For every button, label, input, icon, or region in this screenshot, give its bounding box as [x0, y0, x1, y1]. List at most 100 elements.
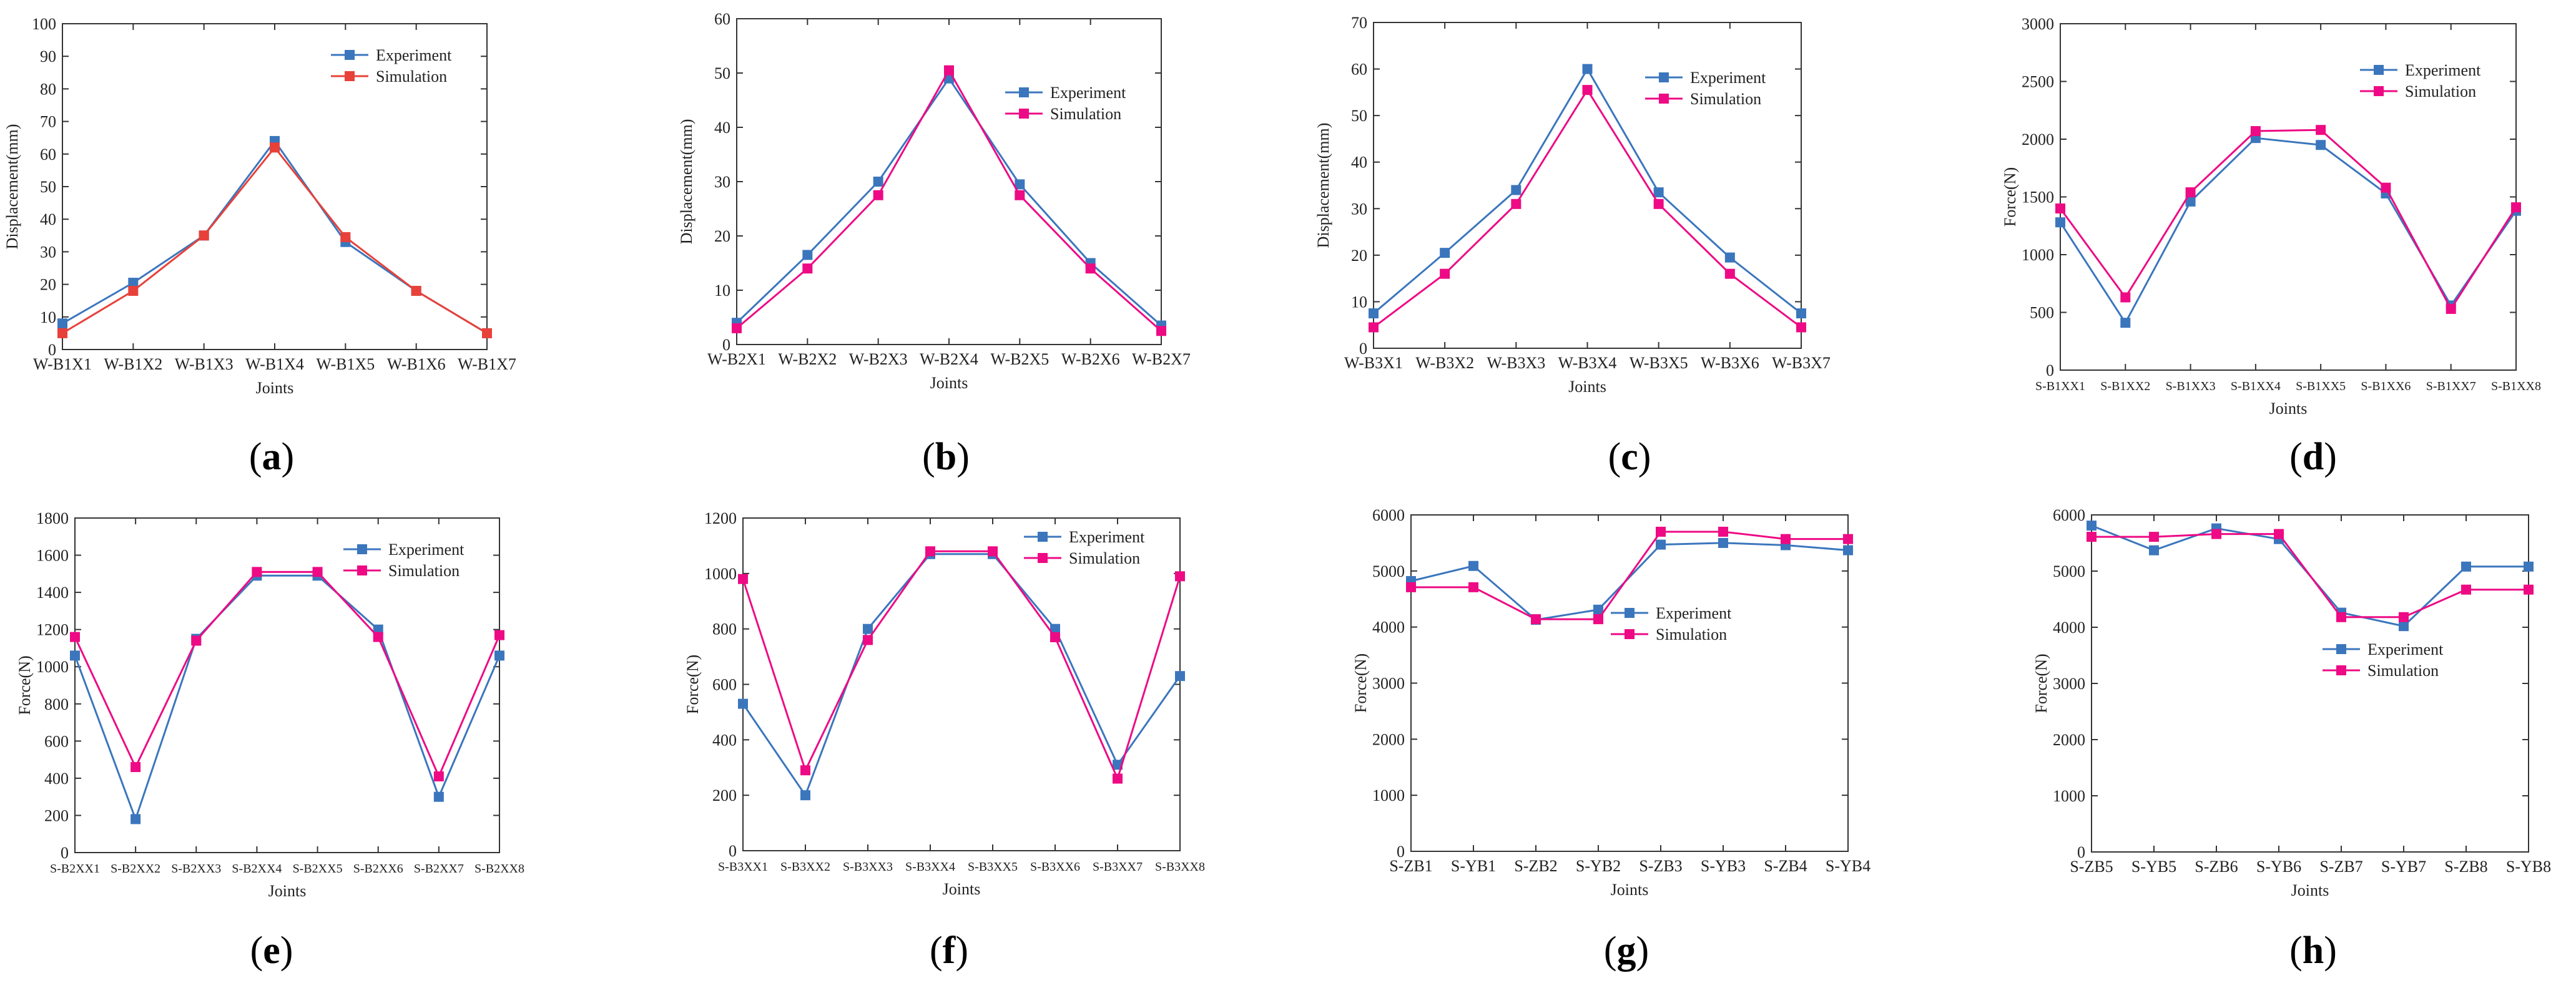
- y-tick-label: 6000: [2053, 506, 2085, 524]
- legend-marker: [2336, 644, 2346, 654]
- x-tick-label: S-B2XX7: [414, 862, 464, 876]
- data-point-experiment: [1593, 604, 1603, 615]
- y-tick-label: 30: [714, 173, 730, 191]
- data-point-experiment: [2524, 561, 2534, 572]
- legend-marker: [1659, 72, 1669, 82]
- x-axis-title: Joints: [2269, 399, 2308, 418]
- y-tick-label: 20: [714, 227, 730, 245]
- x-tick-label: S-B1XX6: [2361, 379, 2411, 393]
- y-tick-label: 40: [714, 119, 730, 137]
- data-point-experiment: [863, 624, 873, 634]
- x-tick-label: W-B1X2: [104, 355, 162, 373]
- x-tick-label: S-B2XX3: [171, 862, 221, 876]
- y-axis-title: Force(N): [2032, 653, 2050, 713]
- data-point-simulation: [1050, 632, 1060, 642]
- data-point-simulation: [1796, 322, 1806, 333]
- data-point-experiment: [128, 277, 139, 288]
- x-tick-label: S-YB6: [2256, 858, 2301, 876]
- y-tick-label: 3000: [2053, 675, 2085, 693]
- y-axis-title: Force(N): [16, 655, 34, 715]
- x-tick-label: S-ZB5: [2070, 858, 2113, 876]
- x-tick-label: W-B3X2: [1415, 354, 1474, 372]
- data-point-experiment: [70, 650, 80, 661]
- data-point-experiment: [2461, 561, 2471, 572]
- x-tick-label: S-YB7: [2381, 858, 2426, 876]
- data-point-simulation: [128, 286, 139, 296]
- data-point-simulation: [2316, 125, 2326, 135]
- data-point-simulation: [70, 632, 80, 642]
- data-point-experiment: [2120, 318, 2131, 328]
- series-line-experiment: [1410, 542, 1849, 621]
- y-tick-label: 100: [32, 15, 56, 33]
- data-point-experiment: [1468, 560, 1478, 571]
- data-point-experiment: [433, 791, 444, 802]
- data-point-experiment: [130, 814, 141, 824]
- data-point-simulation: [1653, 198, 1664, 209]
- data-point-experiment: [57, 318, 67, 329]
- x-tick-label: S-B3XX2: [780, 860, 830, 874]
- data-point-simulation: [2211, 529, 2221, 539]
- data-point-experiment: [873, 177, 883, 187]
- x-tick-label: W-B1X5: [316, 355, 375, 373]
- y-tick-label: 600: [712, 676, 737, 694]
- y-tick-label: 40: [1351, 154, 1367, 172]
- panel-label: (h): [2289, 929, 2337, 972]
- y-axis-title: Displacement(mm): [3, 124, 21, 250]
- y-tick-label: 20: [40, 276, 56, 294]
- y-tick-label: 0: [1359, 340, 1367, 358]
- x-tick-label: S-ZB7: [2319, 858, 2362, 876]
- x-tick-label: W-B1X4: [245, 355, 304, 373]
- data-point-simulation: [433, 771, 444, 781]
- y-tick-label: 2500: [2022, 73, 2054, 91]
- x-tick-label: S-ZB8: [2444, 858, 2487, 876]
- x-tick-label: S-YB3: [1701, 857, 1746, 875]
- y-tick-label: 50: [40, 178, 56, 196]
- chart-panel-e: 0 200 400 600 800 1000 1200 1400 1600 1800 S-B2XX1…: [16, 509, 524, 972]
- data-point-simulation: [738, 574, 748, 584]
- y-tick-label: 600: [44, 732, 69, 750]
- data-point-simulation: [988, 546, 998, 557]
- y-tick-label: 10: [1351, 293, 1367, 311]
- y-axis-title: Force(N): [2001, 167, 2019, 227]
- chart-panel-g: 0 1000 2000 3000 4000 5000 6000 S-ZB1 S-YB1 S-ZB2…: [1352, 506, 1871, 972]
- x-tick-label: S-B1XX5: [2296, 379, 2346, 393]
- x-tick-label: W-B2X2: [778, 350, 837, 368]
- data-point-simulation: [2149, 532, 2159, 542]
- x-tick-label: S-B3XX6: [1030, 860, 1080, 874]
- data-point-simulation: [1406, 582, 1416, 592]
- data-point-simulation: [57, 328, 67, 338]
- data-point-simulation: [2185, 187, 2196, 198]
- data-point-simulation: [1593, 614, 1603, 625]
- y-tick-label: 30: [1351, 200, 1367, 218]
- legend-label: Experiment: [2367, 640, 2444, 658]
- y-tick-label: 3000: [2022, 15, 2054, 33]
- x-tick-label: S-B2XX8: [474, 862, 524, 876]
- data-point-simulation: [1656, 526, 1666, 537]
- x-tick-label: S-YB8: [2506, 858, 2551, 876]
- legend-marker: [1019, 87, 1029, 97]
- chart-panel-a: 0 10 20 30 40 50 60 70 80 90 100 W-B1X1 W-B1X2 W-B1X3…: [3, 15, 516, 478]
- panel-label: (g): [1604, 929, 1649, 972]
- y-tick-label: 5000: [1372, 562, 1405, 580]
- legend-label: Simulation: [1656, 625, 1727, 643]
- data-point-simulation: [1468, 582, 1478, 592]
- data-point-experiment: [1511, 185, 1522, 195]
- y-tick-label: 0: [729, 842, 737, 860]
- data-point-simulation: [1085, 263, 1096, 274]
- legend-label: Experiment: [1069, 528, 1145, 546]
- y-tick-label: 70: [40, 113, 56, 131]
- y-tick-label: 400: [712, 731, 737, 749]
- x-tick-label: S-B2XX2: [111, 862, 160, 876]
- legend-marker: [2336, 665, 2346, 675]
- legend-label: Experiment: [376, 46, 452, 64]
- data-point-experiment: [2316, 140, 2326, 150]
- y-tick-label: 20: [1351, 247, 1367, 265]
- data-point-experiment: [1113, 760, 1123, 770]
- series-line-simulation: [1373, 88, 1802, 328]
- data-point-experiment: [1440, 248, 1450, 258]
- data-point-experiment: [1724, 252, 1735, 263]
- legend-marker: [345, 71, 355, 81]
- series-line-simulation: [742, 550, 1181, 781]
- y-tick-label: 50: [1351, 107, 1367, 125]
